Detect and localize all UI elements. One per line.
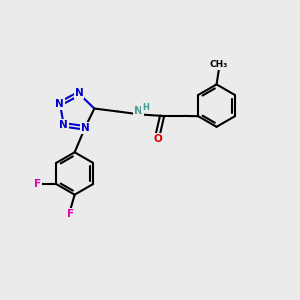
Text: O: O [153,134,162,144]
Text: N: N [134,106,143,116]
Text: CH₃: CH₃ [210,60,228,69]
Text: N: N [59,120,68,130]
Text: F: F [34,179,41,189]
Text: F: F [67,209,74,219]
Text: N: N [55,99,64,109]
Text: N: N [81,123,89,134]
Text: N: N [75,88,83,98]
Text: H: H [142,103,149,112]
